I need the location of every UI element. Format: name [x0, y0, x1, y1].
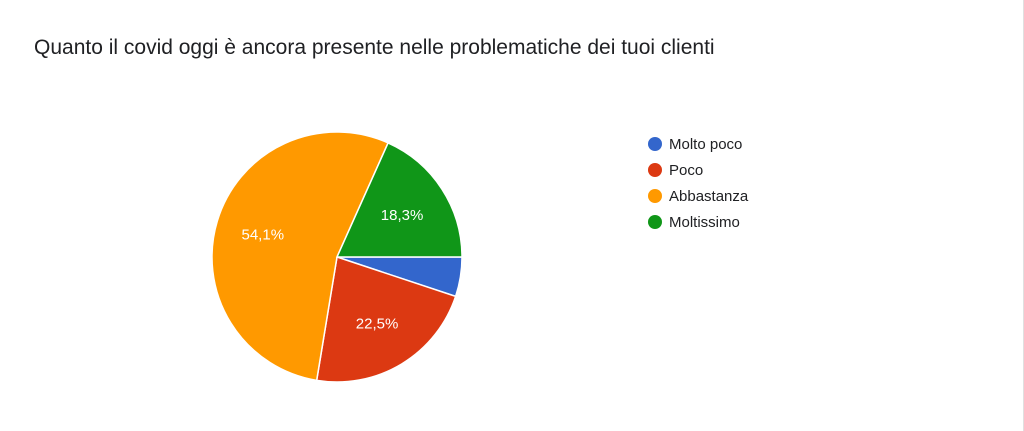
legend-item: Moltissimo: [648, 209, 868, 235]
chart-legend: Molto poco Poco Abbastanza Moltissimo: [648, 131, 868, 235]
slice-value-label: 54,1%: [242, 227, 285, 244]
pie-slice-poco: [315, 256, 457, 383]
legend-item: Abbastanza: [648, 183, 868, 209]
legend-swatch: [648, 215, 662, 229]
legend-label: Molto poco: [669, 135, 743, 153]
pie-slice-moltissimo: [335, 141, 463, 258]
legend-swatch: [648, 189, 662, 203]
legend-swatch: [648, 137, 662, 151]
legend-label: Moltissimo: [669, 213, 740, 231]
legend-item: Poco: [648, 157, 868, 183]
slice-value-label: 22,5%: [356, 315, 399, 332]
pie-slice-abbastanza: [211, 131, 390, 382]
chart-title: Quanto il covid oggi è ancora presente n…: [34, 36, 715, 59]
legend-label: Poco: [669, 161, 704, 179]
legend-swatch: [648, 163, 662, 177]
legend-item: Molto poco: [648, 131, 868, 157]
legend-label: Abbastanza: [669, 187, 749, 205]
slice-value-label: 18,3%: [381, 207, 424, 224]
